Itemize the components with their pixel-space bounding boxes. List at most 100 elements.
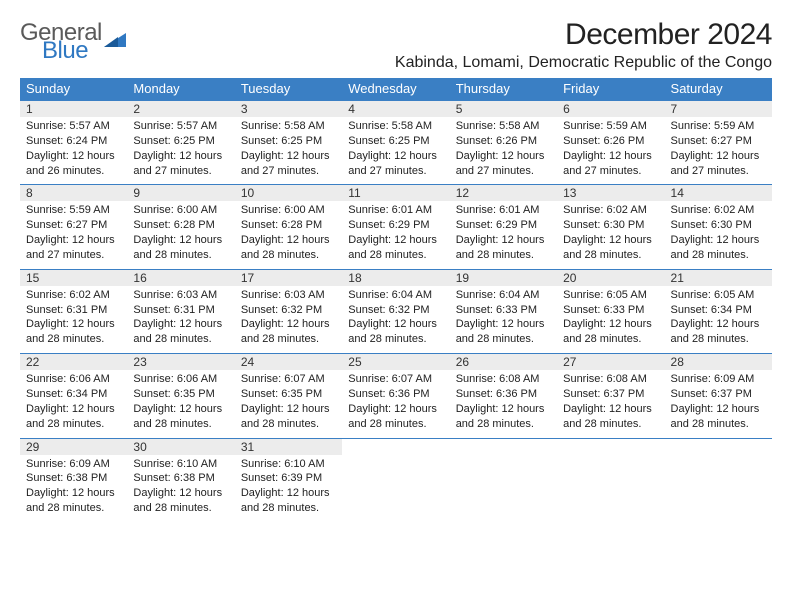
day-details: Sunrise: 6:08 AMSunset: 6:37 PMDaylight:…	[557, 370, 664, 431]
sunrise-text: Sunrise: 5:58 AM	[241, 119, 336, 134]
sunset-text: Sunset: 6:36 PM	[348, 387, 443, 402]
day-number-cell: 8	[20, 185, 127, 202]
day-number-cell: 20	[557, 269, 664, 286]
day-number-cell: 19	[450, 269, 557, 286]
sunrise-text: Sunrise: 6:02 AM	[26, 288, 121, 303]
daylight-line1: Daylight: 12 hours	[348, 233, 443, 248]
daylight-line2: and 28 minutes.	[26, 332, 121, 347]
day-details: Sunrise: 6:07 AMSunset: 6:36 PMDaylight:…	[342, 370, 449, 431]
sunset-text: Sunset: 6:25 PM	[348, 134, 443, 149]
daylight-line2: and 28 minutes.	[133, 332, 228, 347]
day-number-row: 1234567	[20, 101, 772, 118]
day-cell: Sunrise: 5:59 AMSunset: 6:27 PMDaylight:…	[20, 201, 127, 269]
daylight-line1: Daylight: 12 hours	[348, 402, 443, 417]
daylight-line2: and 28 minutes.	[241, 248, 336, 263]
daylight-line2: and 28 minutes.	[348, 248, 443, 263]
day-cell: Sunrise: 6:01 AMSunset: 6:29 PMDaylight:…	[342, 201, 449, 269]
daylight-line2: and 28 minutes.	[563, 332, 658, 347]
day-number-cell: 16	[127, 269, 234, 286]
day-cell: Sunrise: 6:00 AMSunset: 6:28 PMDaylight:…	[235, 201, 342, 269]
daylight-line1: Daylight: 12 hours	[563, 149, 658, 164]
day-body-row: Sunrise: 6:09 AMSunset: 6:38 PMDaylight:…	[20, 455, 772, 522]
day-details: Sunrise: 5:59 AMSunset: 6:27 PMDaylight:…	[665, 117, 772, 178]
day-number-cell: 6	[557, 101, 664, 118]
daylight-line2: and 28 minutes.	[241, 417, 336, 432]
daylight-line2: and 26 minutes.	[26, 164, 121, 179]
day-cell: Sunrise: 6:10 AMSunset: 6:39 PMDaylight:…	[235, 455, 342, 522]
day-cell: Sunrise: 5:59 AMSunset: 6:26 PMDaylight:…	[557, 117, 664, 185]
day-number-cell: 4	[342, 101, 449, 118]
day-details: Sunrise: 6:01 AMSunset: 6:29 PMDaylight:…	[450, 201, 557, 262]
day-number-cell: 17	[235, 269, 342, 286]
day-number-cell: 12	[450, 185, 557, 202]
sunset-text: Sunset: 6:33 PM	[563, 303, 658, 318]
sunrise-text: Sunrise: 6:04 AM	[456, 288, 551, 303]
day-number-cell	[665, 438, 772, 455]
daylight-line1: Daylight: 12 hours	[133, 149, 228, 164]
daylight-line2: and 28 minutes.	[348, 332, 443, 347]
daylight-line1: Daylight: 12 hours	[563, 317, 658, 332]
day-number-cell	[557, 438, 664, 455]
day-body-row: Sunrise: 6:06 AMSunset: 6:34 PMDaylight:…	[20, 370, 772, 438]
day-cell: Sunrise: 6:10 AMSunset: 6:38 PMDaylight:…	[127, 455, 234, 522]
day-cell: Sunrise: 6:01 AMSunset: 6:29 PMDaylight:…	[450, 201, 557, 269]
weekday-header: Thursday	[450, 78, 557, 101]
header: General Blue December 2024 Kabinda, Loma…	[20, 18, 772, 72]
daylight-line1: Daylight: 12 hours	[241, 486, 336, 501]
day-cell: Sunrise: 5:58 AMSunset: 6:25 PMDaylight:…	[342, 117, 449, 185]
sunrise-text: Sunrise: 5:58 AM	[348, 119, 443, 134]
daylight-line1: Daylight: 12 hours	[456, 317, 551, 332]
sunset-text: Sunset: 6:25 PM	[133, 134, 228, 149]
daylight-line2: and 28 minutes.	[456, 417, 551, 432]
sunset-text: Sunset: 6:38 PM	[26, 471, 121, 486]
daylight-line2: and 28 minutes.	[26, 417, 121, 432]
sunset-text: Sunset: 6:36 PM	[456, 387, 551, 402]
day-details: Sunrise: 6:07 AMSunset: 6:35 PMDaylight:…	[235, 370, 342, 431]
daylight-line2: and 28 minutes.	[671, 332, 766, 347]
day-details: Sunrise: 6:01 AMSunset: 6:29 PMDaylight:…	[342, 201, 449, 262]
daylight-line1: Daylight: 12 hours	[671, 317, 766, 332]
day-number-cell	[342, 438, 449, 455]
weekday-header-row: Sunday Monday Tuesday Wednesday Thursday…	[20, 78, 772, 101]
sunrise-text: Sunrise: 6:10 AM	[133, 457, 228, 472]
day-details: Sunrise: 5:57 AMSunset: 6:25 PMDaylight:…	[127, 117, 234, 178]
day-details: Sunrise: 6:10 AMSunset: 6:38 PMDaylight:…	[127, 455, 234, 516]
weekday-header: Saturday	[665, 78, 772, 101]
daylight-line2: and 28 minutes.	[671, 248, 766, 263]
daylight-line2: and 28 minutes.	[456, 332, 551, 347]
day-details: Sunrise: 6:06 AMSunset: 6:35 PMDaylight:…	[127, 370, 234, 431]
day-number-row: 22232425262728	[20, 354, 772, 371]
daylight-line1: Daylight: 12 hours	[563, 402, 658, 417]
sunset-text: Sunset: 6:34 PM	[26, 387, 121, 402]
sunrise-text: Sunrise: 6:00 AM	[241, 203, 336, 218]
sunrise-text: Sunrise: 6:05 AM	[671, 288, 766, 303]
weekday-header: Friday	[557, 78, 664, 101]
day-details: Sunrise: 5:58 AMSunset: 6:25 PMDaylight:…	[235, 117, 342, 178]
day-cell: Sunrise: 6:05 AMSunset: 6:34 PMDaylight:…	[665, 286, 772, 354]
daylight-line1: Daylight: 12 hours	[133, 233, 228, 248]
day-details: Sunrise: 6:00 AMSunset: 6:28 PMDaylight:…	[127, 201, 234, 262]
sunrise-text: Sunrise: 6:09 AM	[671, 372, 766, 387]
day-number-cell: 30	[127, 438, 234, 455]
daylight-line1: Daylight: 12 hours	[456, 149, 551, 164]
day-body-row: Sunrise: 5:59 AMSunset: 6:27 PMDaylight:…	[20, 201, 772, 269]
daylight-line2: and 27 minutes.	[26, 248, 121, 263]
sunset-text: Sunset: 6:34 PM	[671, 303, 766, 318]
daylight-line1: Daylight: 12 hours	[241, 402, 336, 417]
triangle-icon	[104, 31, 126, 52]
sunset-text: Sunset: 6:31 PM	[133, 303, 228, 318]
day-details: Sunrise: 6:04 AMSunset: 6:33 PMDaylight:…	[450, 286, 557, 347]
sunset-text: Sunset: 6:29 PM	[348, 218, 443, 233]
sunrise-text: Sunrise: 5:58 AM	[456, 119, 551, 134]
day-cell: Sunrise: 5:59 AMSunset: 6:27 PMDaylight:…	[665, 117, 772, 185]
day-number-row: 15161718192021	[20, 269, 772, 286]
day-number-cell: 14	[665, 185, 772, 202]
daylight-line1: Daylight: 12 hours	[348, 317, 443, 332]
day-number-cell: 22	[20, 354, 127, 371]
sunset-text: Sunset: 6:33 PM	[456, 303, 551, 318]
daylight-line2: and 27 minutes.	[133, 164, 228, 179]
day-details: Sunrise: 5:58 AMSunset: 6:26 PMDaylight:…	[450, 117, 557, 178]
day-cell: Sunrise: 6:07 AMSunset: 6:35 PMDaylight:…	[235, 370, 342, 438]
weekday-header: Sunday	[20, 78, 127, 101]
day-cell: Sunrise: 6:02 AMSunset: 6:30 PMDaylight:…	[557, 201, 664, 269]
